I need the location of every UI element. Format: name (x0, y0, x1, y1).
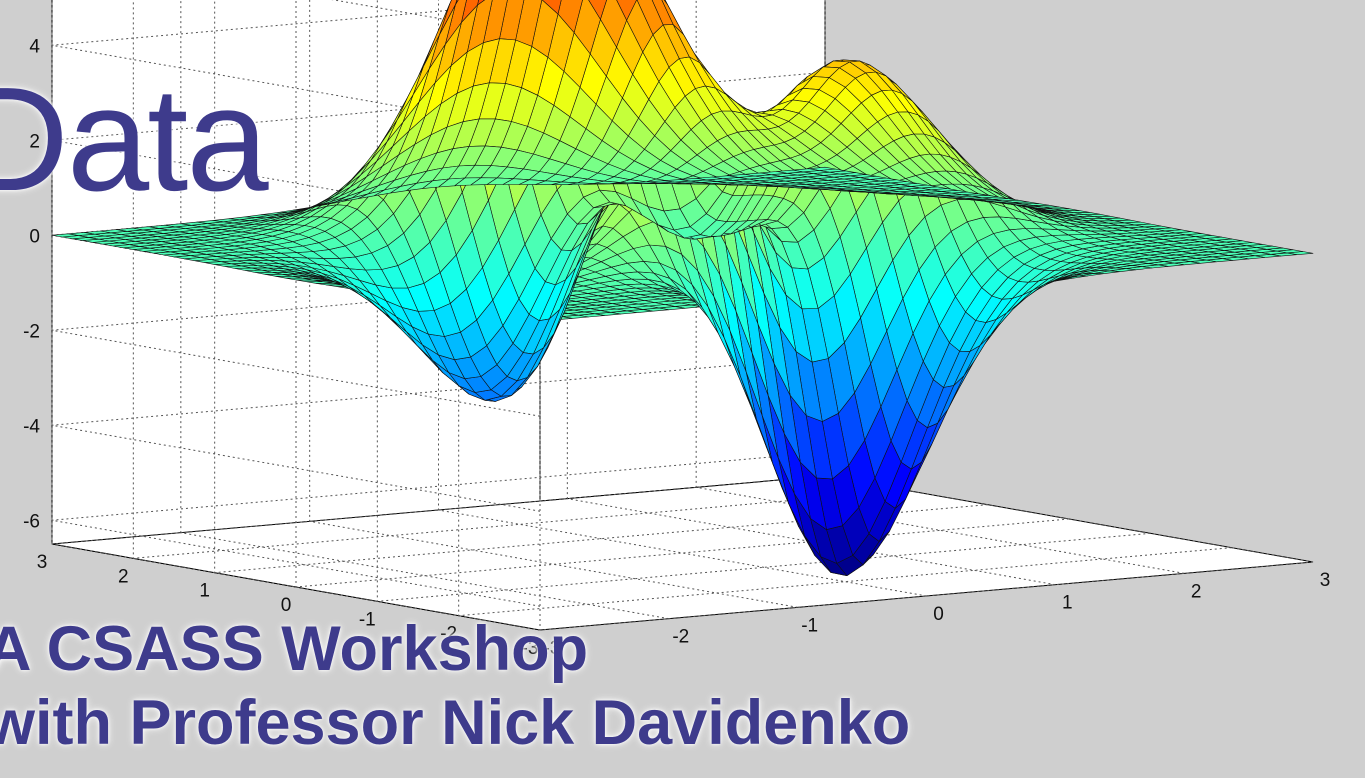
x-grid-line (695, 0, 1185, 574)
surface-cell (663, 0, 668, 5)
grid-lines (51, 0, 1314, 631)
z-tick-label: 2 (29, 131, 40, 152)
z-grid-line (51, 451, 826, 607)
surface-mesh (51, 0, 1314, 577)
x-tick-label: -2 (672, 627, 689, 648)
z-tick-label: -2 (23, 321, 40, 342)
x-grid-line (438, 0, 927, 597)
z-grid-line (51, 261, 826, 417)
z-grid-line (51, 0, 573, 132)
x-tick-label: 2 (1191, 581, 1202, 602)
y-grid-line (132, 0, 907, 559)
y-tick-label: -2 (440, 624, 457, 645)
z-grid-line (51, 356, 826, 512)
y-grid-line (51, 0, 826, 545)
y-tick-label: 1 (199, 581, 210, 602)
x-tick-label: -1 (801, 615, 818, 636)
x-tick-label: 3 (1320, 570, 1331, 591)
subtitle-line-2: with Professor Nick Davidenko (0, 688, 911, 758)
x-tick-label: -3 (544, 638, 561, 659)
y-tick-label: 0 (281, 595, 292, 616)
surface-cell (51, 233, 79, 238)
subtitle-line-1: A CSASS Workshop (0, 614, 589, 684)
slide-title: Data (0, 57, 269, 222)
x-tick-label: 0 (933, 604, 944, 625)
z-tick-label: -4 (23, 416, 40, 437)
y-tick-label: 2 (118, 566, 129, 587)
x-grid-line (309, 0, 798, 608)
z-grid-line (331, 0, 541, 37)
y-grid-line (376, 0, 1151, 602)
y-tick-label: -3 (522, 638, 539, 659)
y-tick-label: 3 (37, 552, 48, 573)
z-tick-label: 4 (29, 36, 40, 57)
x-tick-label: 1 (1062, 593, 1073, 614)
y-grid-line (214, 0, 988, 574)
x-grid-line (566, 0, 1056, 586)
z-tick-label: 0 (29, 226, 40, 247)
z-tick-label: -6 (23, 511, 40, 532)
y-tick-label: -1 (359, 609, 376, 630)
y-grid-line (295, 0, 1070, 588)
